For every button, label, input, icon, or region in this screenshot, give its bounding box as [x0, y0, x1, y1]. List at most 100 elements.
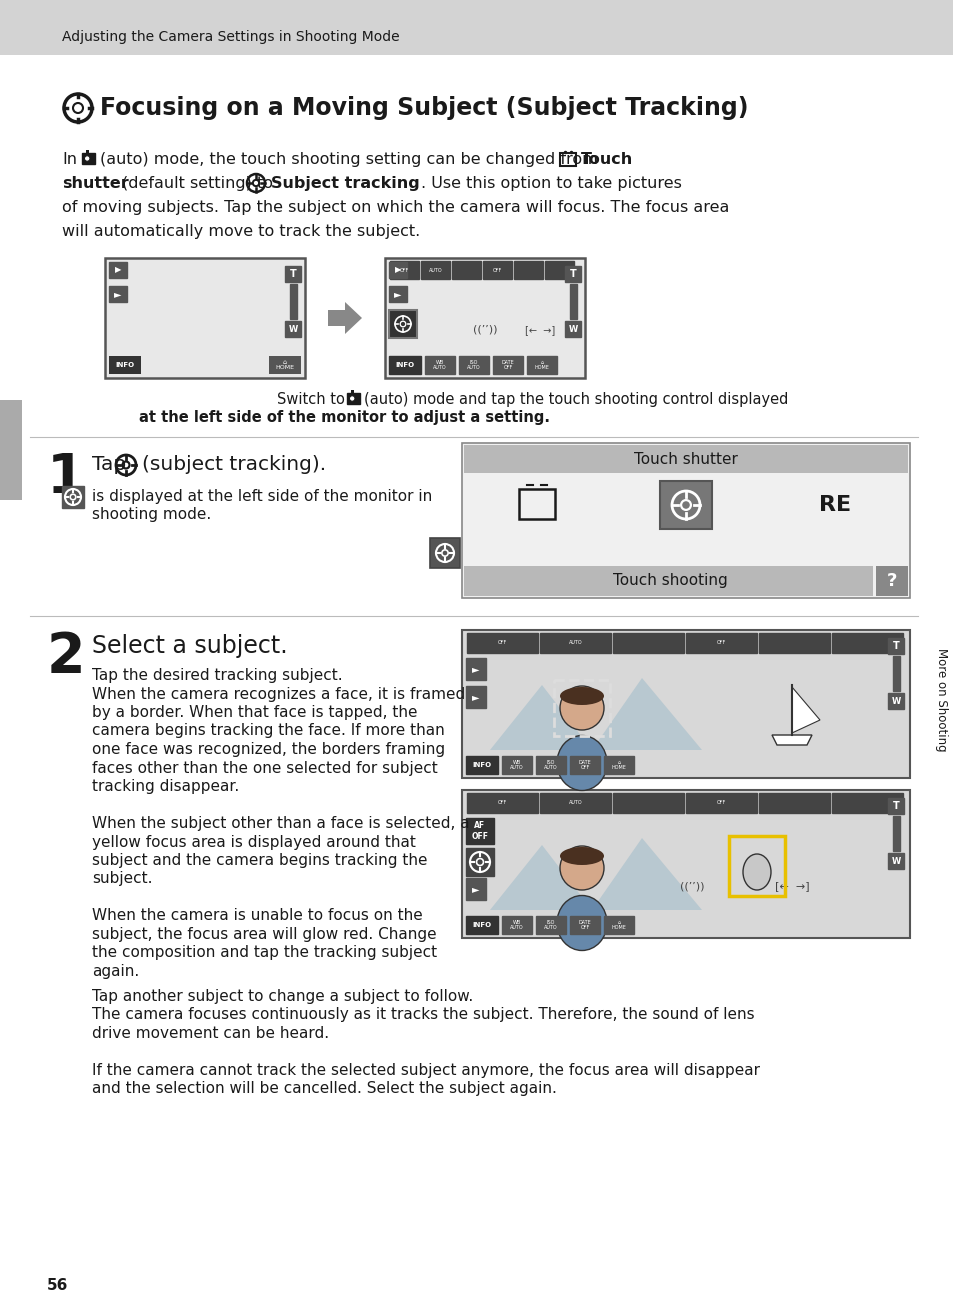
- Bar: [430, 537, 459, 568]
- Bar: [554, 681, 609, 736]
- Circle shape: [85, 156, 90, 162]
- Bar: [467, 794, 537, 813]
- Text: DATE
OFF: DATE OFF: [501, 360, 514, 371]
- Text: WB
AUTO: WB AUTO: [510, 759, 523, 770]
- Circle shape: [559, 686, 603, 731]
- Text: (default setting) to: (default setting) to: [122, 176, 273, 191]
- Bar: [515, 484, 558, 527]
- Bar: [759, 794, 829, 813]
- Text: camera begins tracking the face. If more than: camera begins tracking the face. If more…: [91, 724, 444, 738]
- Text: (subject tracking).: (subject tracking).: [142, 455, 326, 474]
- Bar: [465, 848, 494, 876]
- Text: subject.: subject.: [91, 871, 152, 887]
- Bar: [501, 916, 532, 934]
- Bar: [536, 756, 565, 774]
- Bar: [269, 356, 301, 374]
- Text: . Use this option to take pictures: . Use this option to take pictures: [420, 176, 681, 191]
- Bar: [385, 258, 584, 378]
- Text: faces other than the one selected for subject: faces other than the one selected for su…: [91, 761, 437, 775]
- Text: the composition and tap the tracking subject: the composition and tap the tracking sub…: [91, 946, 436, 961]
- Text: When the camera is unable to focus on the: When the camera is unable to focus on th…: [91, 908, 422, 924]
- Bar: [0, 0, 953, 55]
- Bar: [389, 356, 420, 374]
- Bar: [613, 794, 683, 813]
- Text: subject and the camera begins tracking the: subject and the camera begins tracking t…: [91, 853, 427, 869]
- Bar: [659, 481, 711, 530]
- Bar: [518, 489, 555, 519]
- Text: shooting mode.: shooting mode.: [91, 507, 211, 522]
- Bar: [105, 258, 305, 378]
- Bar: [461, 443, 909, 598]
- Text: OFF: OFF: [497, 640, 507, 645]
- Bar: [887, 853, 903, 869]
- Text: ISO
AUTO: ISO AUTO: [543, 920, 558, 930]
- Bar: [892, 656, 899, 691]
- Bar: [465, 878, 485, 900]
- Bar: [285, 265, 301, 283]
- Text: ⌂
HOME: ⌂ HOME: [611, 920, 626, 930]
- Text: tracking disappear.: tracking disappear.: [91, 779, 239, 794]
- Text: ▶: ▶: [114, 265, 121, 275]
- Bar: [569, 756, 599, 774]
- Text: ?: ?: [886, 572, 896, 590]
- Text: OFF: OFF: [497, 800, 507, 805]
- Text: T: T: [569, 269, 576, 279]
- Text: subject, the focus area will glow red. Change: subject, the focus area will glow red. C…: [91, 926, 436, 942]
- Bar: [544, 261, 574, 279]
- Bar: [564, 321, 580, 336]
- Text: The camera focuses continuously as it tracks the subject. Therefore, the sound o: The camera focuses continuously as it tr…: [91, 1007, 754, 1022]
- Text: W: W: [890, 696, 900, 706]
- Text: When the subject other than a face is selected, a: When the subject other than a face is se…: [91, 816, 469, 830]
- Text: ►: ►: [114, 289, 122, 300]
- Bar: [887, 798, 903, 813]
- Text: ►: ►: [472, 884, 479, 894]
- Text: ((’’)): ((’’)): [679, 882, 703, 891]
- Text: T: T: [892, 802, 899, 811]
- Bar: [452, 261, 480, 279]
- Text: and the selection will be cancelled. Select the subject again.: and the selection will be cancelled. Sel…: [91, 1081, 557, 1096]
- Bar: [759, 633, 829, 653]
- Text: of moving subjects. Tap the subject on which the camera will focus. The focus ar: of moving subjects. Tap the subject on w…: [62, 200, 729, 215]
- Text: INFO: INFO: [395, 361, 415, 368]
- Bar: [685, 794, 757, 813]
- Text: ⌂
HOME: ⌂ HOME: [534, 360, 549, 371]
- Bar: [290, 284, 296, 319]
- Bar: [461, 629, 909, 778]
- Bar: [569, 916, 599, 934]
- Bar: [613, 633, 683, 653]
- Text: DATE
OFF: DATE OFF: [578, 759, 591, 770]
- Text: WB
AUTO: WB AUTO: [510, 920, 523, 930]
- Text: OFF: OFF: [399, 268, 409, 273]
- Text: [←  →]: [← →]: [524, 325, 555, 335]
- Text: ⌂
HOME: ⌂ HOME: [611, 759, 626, 770]
- Bar: [603, 756, 634, 774]
- Text: Tap: Tap: [91, 455, 126, 474]
- Text: Switch to: Switch to: [276, 392, 345, 407]
- Bar: [109, 286, 127, 302]
- Bar: [463, 566, 872, 597]
- Text: drive movement can be heard.: drive movement can be heard.: [91, 1025, 329, 1041]
- Text: Touch: Touch: [580, 152, 633, 167]
- Bar: [465, 916, 497, 934]
- Text: When the camera recognizes a face, it is framed: When the camera recognizes a face, it is…: [91, 686, 465, 702]
- Bar: [501, 756, 532, 774]
- Polygon shape: [791, 687, 820, 733]
- Text: shutter: shutter: [62, 176, 129, 191]
- Text: ((’’)): ((’’)): [473, 325, 497, 335]
- Text: [←  →]: [← →]: [774, 882, 808, 891]
- Text: Touch shutter: Touch shutter: [634, 452, 738, 466]
- Bar: [892, 816, 899, 851]
- Text: ▶: ▶: [395, 265, 401, 275]
- Text: INFO: INFO: [472, 922, 491, 928]
- Text: W: W: [568, 325, 577, 334]
- Text: In: In: [62, 152, 77, 167]
- Text: T: T: [892, 641, 899, 650]
- Text: RE: RE: [818, 495, 850, 515]
- Bar: [420, 261, 450, 279]
- Text: AUTO: AUTO: [428, 268, 442, 273]
- Text: W: W: [890, 857, 900, 866]
- Bar: [482, 261, 512, 279]
- Bar: [0, 399, 22, 501]
- Text: ►: ►: [394, 289, 401, 300]
- Text: ISO
AUTO: ISO AUTO: [467, 360, 480, 371]
